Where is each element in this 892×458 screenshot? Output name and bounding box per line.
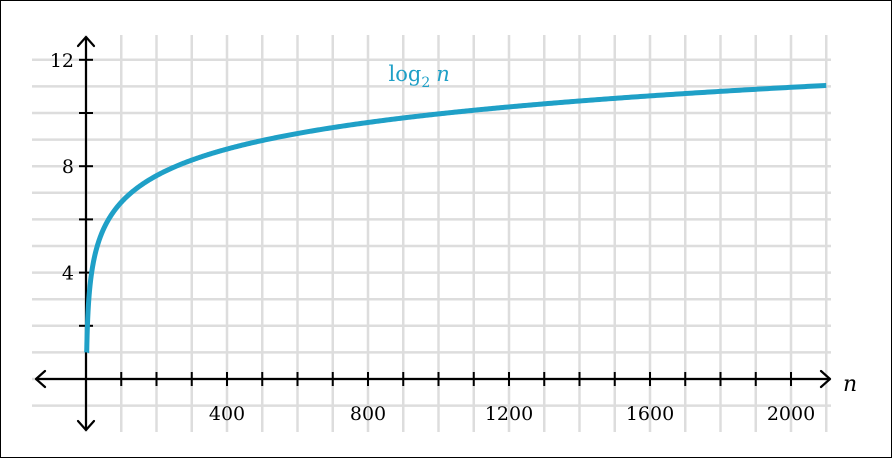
x-tick-label: 1600	[626, 403, 674, 425]
ticks	[79, 58, 792, 386]
curve-label-name: log	[389, 62, 422, 86]
curve-label: log2 n	[389, 62, 450, 91]
x-axis-arrow-left	[34, 369, 47, 389]
x-tick-label: 800	[350, 403, 386, 425]
curve-log2-n	[84, 82, 827, 354]
y-tick-label: 4	[62, 263, 74, 285]
x-axis-label: n	[843, 372, 857, 397]
y-axis-arrow-top	[76, 35, 96, 48]
y-tick-label: 8	[62, 156, 74, 178]
grid	[32, 35, 831, 432]
tick-labels: 400 800 1200 1600 2000 4 8 12	[50, 50, 815, 425]
x-axis-arrow-right	[819, 369, 832, 389]
axes	[34, 35, 832, 432]
y-axis-arrow-bottom	[76, 419, 96, 432]
x-tick-label: 2000	[767, 403, 815, 425]
curve-label-subscript: 2	[421, 75, 430, 91]
y-tick-label: 12	[50, 50, 74, 72]
curves	[84, 82, 827, 354]
curve-label-variable: n	[436, 62, 450, 86]
x-tick-label: 1200	[485, 403, 533, 425]
x-tick-label: 400	[209, 403, 245, 425]
